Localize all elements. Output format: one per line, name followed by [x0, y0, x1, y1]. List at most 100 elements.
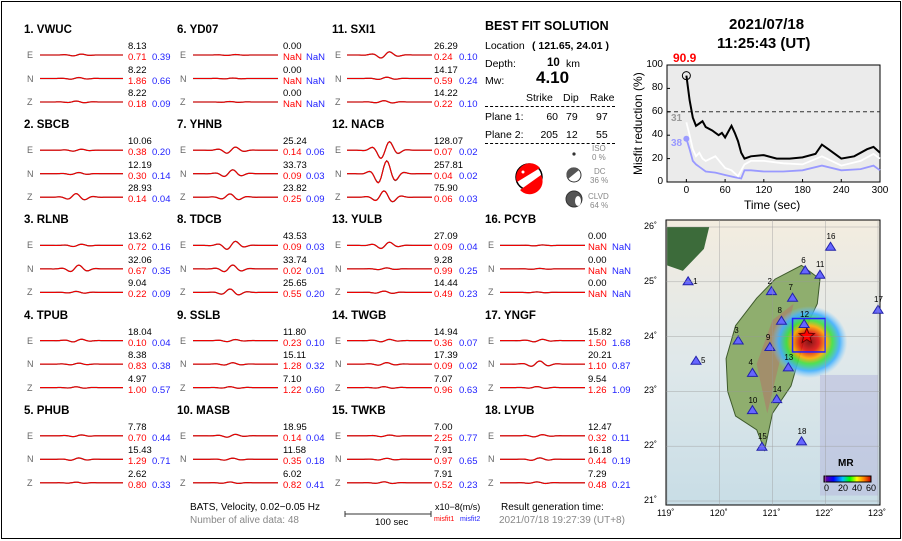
station-marker-label: 4: [748, 358, 753, 368]
iso-icon: [572, 152, 576, 156]
amplitude-units: x10−8(m/s): [435, 502, 481, 512]
misfit2-value: 0.09: [152, 289, 171, 301]
misfit2-value: 0.10: [306, 337, 325, 349]
misfit2-value: 0.41: [306, 479, 325, 491]
station-marker-label: 16: [826, 232, 836, 242]
component-label: N: [335, 168, 342, 179]
misfit2-value: 0.03: [306, 242, 325, 254]
filter-info: BATS, Velocity, 0.02−0.05 Hz: [190, 502, 320, 513]
peak-amplitude: 14.17: [434, 64, 458, 76]
latitude-tick: 23˚: [644, 385, 658, 396]
peak-amplitude: 7.10: [283, 373, 302, 385]
misfit2-value: 1.68: [612, 337, 631, 349]
peak-amplitude: 6.02: [283, 468, 302, 480]
misfit1-legend: misfit1: [434, 516, 455, 523]
plane1-dip: 79: [566, 111, 578, 123]
latitude-tick: 25˚: [644, 275, 658, 286]
peak-amplitude: 43.53: [283, 231, 307, 243]
station-title: 10. MASB: [177, 404, 231, 417]
peak-amplitude: 9.54: [588, 373, 607, 385]
header-strike: Strike: [526, 92, 553, 104]
component-label: N: [27, 168, 34, 179]
station-triangle-icon: [682, 275, 695, 286]
station-title: 12. NACB: [332, 119, 385, 132]
station-title: 16. PCYB: [485, 214, 537, 227]
station-title: 13. YULB: [332, 214, 383, 227]
misfit2-value: 0.07: [459, 337, 478, 349]
generation-time: 2021/07/18 19:27:39 (UT+8): [499, 515, 625, 526]
synthetic-trace: [347, 290, 432, 294]
peak-amplitude: 4.97: [128, 373, 147, 385]
component-label: E: [488, 430, 495, 441]
iso-label: ISO: [592, 144, 606, 153]
station-triangle-icon: [746, 367, 759, 377]
station-triangle-icon: [795, 435, 808, 446]
misfit2-value: NaN: [612, 265, 632, 277]
peak-amplitude: 7.78: [128, 421, 147, 433]
misfit1-value: 1.28: [283, 361, 302, 373]
peak-amplitude: 16.18: [588, 445, 612, 457]
china-coast: [667, 227, 710, 271]
misfit1-value: 0.67: [128, 265, 147, 277]
longitude-tick: 120˚: [709, 508, 728, 518]
peak-amplitude: 12.19: [128, 159, 152, 171]
misfit1-value: 0.36: [434, 337, 453, 349]
station-marker-label: 18: [797, 426, 807, 436]
misfit2-value: 0.04: [152, 337, 171, 349]
dc-value: 36 %: [590, 176, 609, 185]
x-tick-label: 240: [832, 185, 850, 196]
synthetic-trace: [193, 193, 278, 201]
peak-amplitude: 7.91: [434, 445, 453, 457]
component-label: E: [27, 50, 34, 60]
station-marker-label: 3: [734, 325, 739, 335]
y-tick-label: 80: [651, 82, 663, 94]
component-label: Z: [180, 477, 186, 488]
component-label: N: [180, 73, 187, 84]
misfit1-value: 0.80: [128, 479, 147, 491]
peak-amplitude: 128.07: [434, 136, 464, 148]
station-title: 15. TWKB: [332, 404, 386, 417]
synthetic-trace: [40, 148, 123, 152]
mw-label: Mw:: [485, 75, 505, 87]
misfit1-value: 0.96: [434, 384, 453, 396]
station-marker-label: 7: [788, 283, 793, 293]
misfit2-value: 0.32: [306, 361, 325, 373]
misfit1-value: 1.00: [128, 384, 147, 396]
component-label: Z: [180, 382, 186, 393]
component-label: N: [488, 263, 495, 274]
depth-label: Depth:: [485, 58, 516, 70]
misfit1-value: 0.52: [434, 479, 453, 491]
misfit1-value: 0.35: [283, 456, 302, 468]
clvd-value: 64 %: [590, 201, 609, 210]
peak-amplitude: 33.74: [283, 254, 307, 266]
synthetic-trace: [347, 338, 432, 343]
misfit1-value: 0.82: [283, 479, 302, 491]
misfit1-value: 0.10: [128, 337, 147, 349]
misfit1-value: 2.25: [434, 432, 453, 444]
component-label: Z: [27, 287, 33, 298]
synthetic-trace: [500, 267, 585, 270]
component-label: Z: [488, 477, 494, 488]
component-label: N: [27, 454, 34, 465]
peak-amplitude: 25.24: [283, 136, 307, 148]
colorbar: [823, 475, 872, 483]
x-tick-label: 300: [871, 185, 889, 196]
component-label: N: [335, 73, 342, 84]
misfit1-value: 1.50: [588, 337, 607, 349]
peak-amplitude: 20.21: [588, 350, 612, 362]
synthetic-trace: [500, 244, 585, 247]
synthetic-trace: [193, 264, 278, 273]
plane2-rake: 55: [596, 129, 608, 141]
synthetic-trace: [40, 290, 123, 294]
plane1-rake: 97: [596, 111, 608, 123]
component-label: Z: [335, 382, 341, 393]
station-triangle-icon: [786, 292, 799, 302]
component-label: E: [335, 50, 342, 60]
misfit1-value: 1.29: [128, 456, 147, 468]
plane1-label: Plane 1:: [485, 111, 524, 123]
component-label: E: [180, 335, 187, 346]
misfit2-value: 0.71: [152, 456, 171, 468]
misfit2-value: NaN: [306, 99, 326, 110]
misfit2-value: 0.87: [612, 361, 631, 373]
